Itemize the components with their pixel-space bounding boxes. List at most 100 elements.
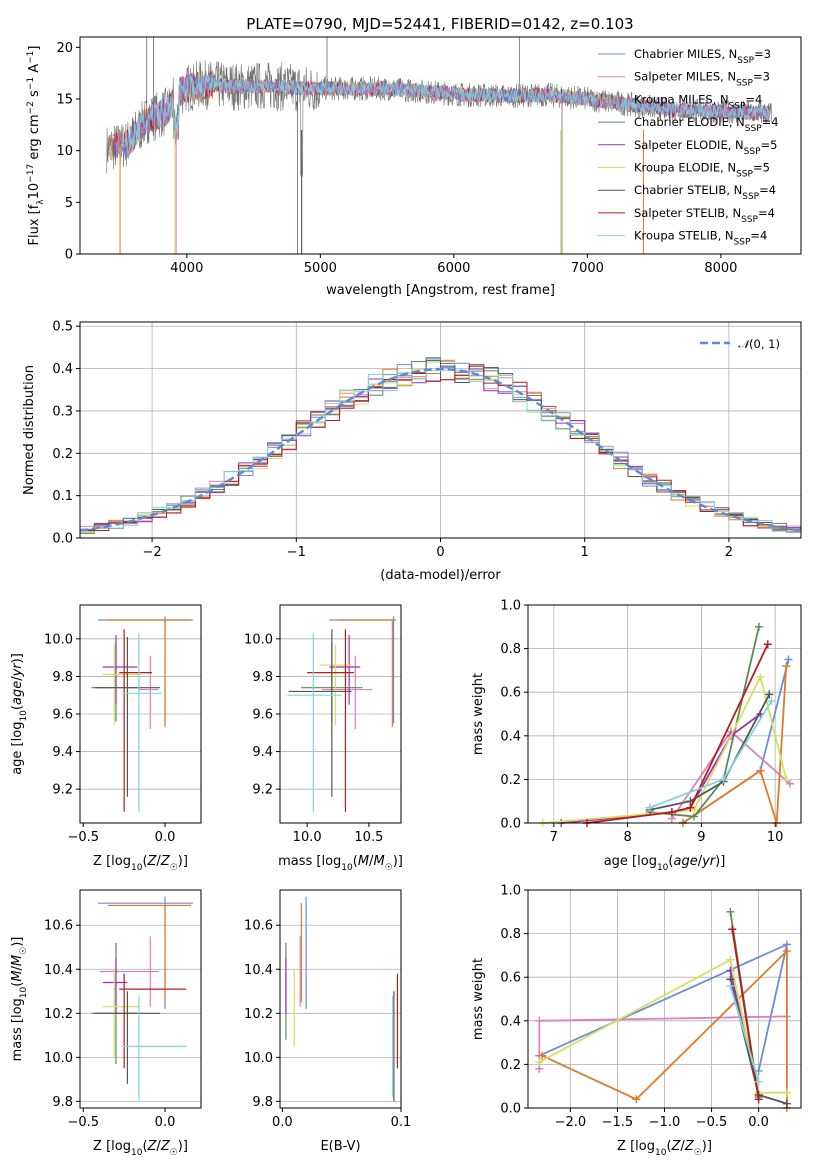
x-axis-label: age [log10(age/yr)] xyxy=(604,854,726,873)
x-axis-label: Z [log10(Z/Z☉)] xyxy=(93,854,188,873)
spectrum-series-8 xyxy=(117,70,771,157)
mass-weight-marker xyxy=(719,775,728,784)
chart-spectrum: 4000 5000 6000 7000 8000 0 5 10 15 20 wavelength [… xyxy=(26,36,802,298)
x-tick-label: −1.0 xyxy=(649,1115,681,1130)
x-axis-label: E(B-V) xyxy=(320,1139,360,1154)
legend: Chabrier MILES, NSSP=3 Salpeter MILES, NS… xyxy=(598,47,779,248)
errorbar-group xyxy=(91,616,193,812)
mass-weight-marker xyxy=(754,1095,763,1104)
x-tick-label: −0.5 xyxy=(67,1115,99,1130)
y-tick-label: 10.0 xyxy=(244,1051,273,1066)
y-axis-label: mass weight xyxy=(471,958,486,1040)
legend-label-4: Salpeter ELODIE, NSSP=5 xyxy=(634,138,777,157)
x-tick-label: −0.5 xyxy=(696,1115,728,1130)
x-tick-label: 10.0 xyxy=(293,830,322,845)
y-tick-label: 0.4 xyxy=(500,729,521,744)
plot-frame xyxy=(79,36,802,255)
mass-weight-series-7 xyxy=(586,643,769,824)
y-tick-label: 0.2 xyxy=(500,773,521,788)
x-tick-label: 9 xyxy=(697,830,705,845)
normal-curve xyxy=(80,367,801,532)
x-tick-label: 4000 xyxy=(170,261,203,276)
y-tick-label: 0.2 xyxy=(52,447,73,462)
y-tick-label: 10.6 xyxy=(244,919,273,934)
y-tick-label: 10.4 xyxy=(244,963,273,978)
y-tick-label: 0.8 xyxy=(500,927,521,942)
x-tick-label: −1 xyxy=(287,545,306,560)
legend-label-3: Chabrier ELODIE, NSSP=4 xyxy=(634,115,779,134)
y-axis-label: age [log10(age/yr)] xyxy=(10,653,29,775)
errorbar-group xyxy=(285,896,399,1102)
errorbar-group xyxy=(287,616,397,812)
mass-weight-marker xyxy=(726,955,735,964)
x-tick-label: 7 xyxy=(550,830,558,845)
x-tick-label: 0.0 xyxy=(748,1115,769,1130)
legend-label-2: Kroupa MILES, NSSP=4 xyxy=(634,92,762,111)
y-tick-label: 0.4 xyxy=(500,1014,521,1029)
y-tick-label: 9.8 xyxy=(252,1095,273,1110)
y-tick-label: 10 xyxy=(56,144,73,159)
x-axis-label: wavelength [Angstrom, rest frame] xyxy=(326,283,555,298)
mass-weight-lines xyxy=(538,622,794,827)
chart-mass-weight-vs-Z: −2.0 −1.5 −1.0 −0.5 0.0 0.0 0.2 0.4 0.6 0.8 1.0 Z [… xyxy=(471,884,802,1158)
y-tick-label: 0.0 xyxy=(500,817,521,832)
mass-weight-marker xyxy=(782,662,791,671)
mass-weight-marker xyxy=(728,925,737,934)
mass-weight-marker xyxy=(686,803,695,812)
chart-residuals: −2 −1 0 1 2 0.0 0.1 0.2 0.3 0.4 0.5 (data-model)/er… xyxy=(22,320,802,583)
y-tick-label: 9.6 xyxy=(252,708,273,723)
mass-weight-marker xyxy=(763,640,772,649)
y-tick-label: 10.2 xyxy=(244,1007,273,1022)
x-tick-label: 0.0 xyxy=(155,1115,176,1130)
mass-weight-marker xyxy=(765,690,774,699)
errorbar-group xyxy=(91,896,193,1102)
x-tick-label: 8000 xyxy=(704,261,737,276)
y-tick-label: 9.4 xyxy=(52,745,73,760)
y-tick-label: 9.8 xyxy=(52,670,73,685)
legend-label-normal: 𝒩(0, 1) xyxy=(738,337,780,351)
y-tick-label: 9.8 xyxy=(252,670,273,685)
x-tick-label: 0.0 xyxy=(155,830,176,845)
legend-label-8: Kroupa STELIB, NSSP=4 xyxy=(634,229,767,248)
mass-weight-marker xyxy=(767,696,776,705)
mass-weight-lines xyxy=(535,907,791,1112)
legend-label-6: Chabrier STELIB, NSSP=4 xyxy=(634,183,776,202)
y-tick-label: 1.0 xyxy=(500,599,521,614)
chart-age-vs-mass: 10.0 10.5 9.2 9.4 9.6 9.8 10.0 mass [log10(M/M☉… xyxy=(244,604,403,873)
y-tick-label: 10.0 xyxy=(44,632,73,647)
y-tick-label: 0.0 xyxy=(500,1102,521,1117)
y-tick-label: 9.6 xyxy=(52,708,73,723)
x-tick-label: 0.1 xyxy=(391,1115,412,1130)
chart-age-vs-Z: −0.5 0.0 9.2 9.4 9.6 9.8 10.0 Z [log10(Z/Z☉)] ag… xyxy=(10,604,202,873)
plot-frame xyxy=(527,604,802,824)
mass-weight-marker xyxy=(754,622,763,631)
y-tick-label: 0.4 xyxy=(52,362,73,377)
x-tick-label: −1.5 xyxy=(602,1115,634,1130)
x-tick-label: −2 xyxy=(143,545,162,560)
legend-label-7: Salpeter STELIB, NSSP=4 xyxy=(634,206,775,225)
mass-weight-marker xyxy=(782,775,791,784)
mass-weight-marker xyxy=(538,1051,547,1060)
chart-mass-vs-EBV: 0.0 0.1 9.8 10.0 10.2 10.4 10.6 E(B-V) xyxy=(244,889,412,1154)
legend-label-1: Salpeter MILES, NSSP=3 xyxy=(634,70,770,89)
figure-title: PLATE=0790, MJD=52441, FIBERID=0142, z=0… xyxy=(246,15,633,33)
mass-weight-marker xyxy=(756,766,765,775)
mass-weight-marker xyxy=(726,981,735,990)
y-tick-label: 9.2 xyxy=(52,783,73,798)
mass-weight-series-2 xyxy=(541,948,788,1108)
mass-weight-series-7 xyxy=(731,929,760,1100)
y-tick-label: 10.0 xyxy=(244,632,273,647)
mass-weight-series-2 xyxy=(682,665,788,824)
x-axis-label: Z [log10(Z/Z☉)] xyxy=(93,1139,188,1158)
y-tick-label: 9.8 xyxy=(52,1095,73,1110)
mass-weight-marker xyxy=(782,947,791,956)
legend-label-5: Kroupa ELODIE, NSSP=5 xyxy=(634,161,770,180)
y-tick-label: 5 xyxy=(65,196,73,211)
y-tick-label: 10.6 xyxy=(44,919,73,934)
x-tick-label: 0 xyxy=(436,545,444,560)
y-axis-label: Flux [fλ10−17 erg cm−2 s−1 A−1] xyxy=(26,46,46,246)
x-tick-label: 1 xyxy=(581,545,589,560)
y-tick-label: 0.3 xyxy=(52,404,73,419)
mass-weight-marker xyxy=(535,1016,544,1025)
